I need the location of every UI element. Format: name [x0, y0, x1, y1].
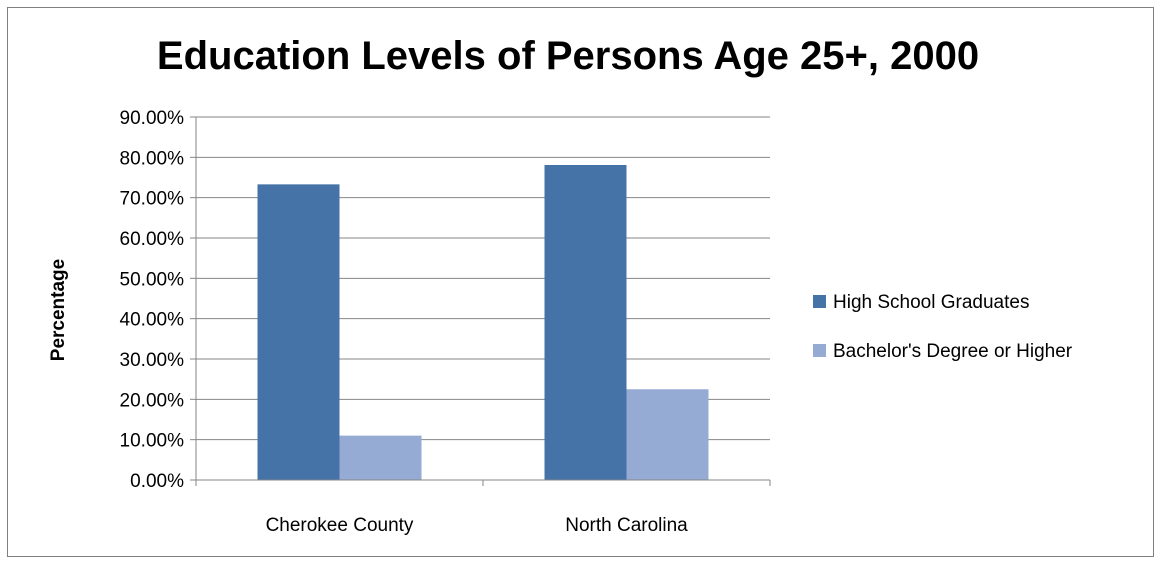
y-tick-label: 80.00% — [120, 148, 185, 169]
y-tick-label: 0.00% — [130, 471, 184, 492]
y-axis-ticks: 0.00% 10.00% 20.00% 30.00% 40.00% 50.00% 60.00… — [120, 108, 196, 492]
bars — [258, 165, 709, 480]
legend-label: High School Graduates — [833, 292, 1029, 313]
bar-high-school-graduates-0 — [258, 184, 340, 480]
y-tick-label: 60.00% — [120, 229, 185, 250]
y-tick-label: 40.00% — [120, 310, 185, 331]
x-category-label: Cherokee County — [266, 515, 414, 536]
y-tick-label: 10.00% — [120, 431, 185, 452]
y-tick-label: 20.00% — [120, 390, 185, 411]
bar-bachelor-s-degree-or-higher-1 — [627, 389, 709, 480]
y-tick-label: 90.00% — [120, 108, 185, 129]
chart-title: Education Levels of Persons Age 25+, 200… — [157, 34, 979, 78]
x-category-label: North Carolina — [565, 515, 688, 536]
legend-swatch — [813, 295, 826, 308]
y-tick-label: 50.00% — [120, 269, 185, 290]
legend-swatch — [813, 344, 826, 357]
bar-bachelor-s-degree-or-higher-0 — [340, 436, 422, 480]
y-tick-label: 70.00% — [120, 189, 185, 210]
y-axis-label: Percentage — [48, 259, 69, 361]
legend-label: Bachelor's Degree or Higher — [833, 341, 1073, 362]
x-axis-categories: Cherokee County North Carolina — [266, 515, 689, 536]
bar-high-school-graduates-1 — [545, 165, 627, 480]
y-tick-label: 30.00% — [120, 350, 185, 371]
legend: High School Graduates Bachelor's Degree o… — [813, 292, 1073, 362]
